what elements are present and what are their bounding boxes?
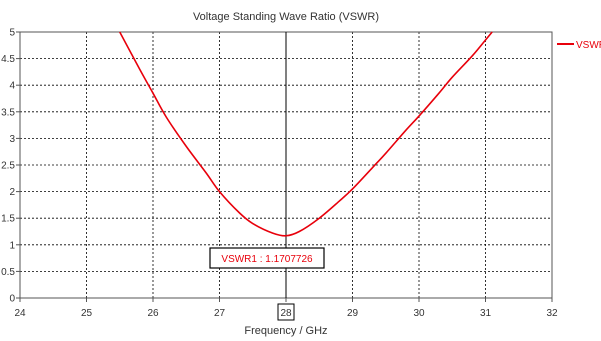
x-tick-label: 24	[14, 308, 26, 319]
x-marker-box[interactable]: 28	[277, 303, 295, 321]
x-axis-title: Frequency / GHz	[244, 325, 327, 337]
y-tick-label: 1	[9, 240, 15, 251]
x-tick-label: 29	[347, 308, 359, 319]
y-tick-label: 3.5	[1, 107, 15, 118]
chart-title: Voltage Standing Wave Ratio (VSWR)	[193, 11, 379, 23]
y-tick-label: 0.5	[1, 267, 15, 278]
y-tick-label: 5	[9, 28, 15, 39]
y-tick-label: 2	[9, 187, 15, 198]
x-tick-label: 26	[147, 308, 159, 319]
vswr1-series-line	[119, 31, 493, 237]
x-tick-label: 25	[81, 308, 93, 319]
legend-label-vswr1: VSWR1	[576, 40, 601, 51]
x-tick-label: 27	[214, 308, 226, 319]
y-tick-label: 4	[9, 81, 15, 92]
marker-label-box: VSWR1 : 1.1707726	[209, 247, 325, 269]
legend[interactable]: VSWR1	[557, 40, 601, 51]
marker-value-label: VSWR1 : 1.1707726	[221, 254, 313, 265]
y-tick-label: 4.5	[1, 54, 15, 65]
y-tick-label: 3	[9, 134, 15, 145]
y-axis-ticks: 0 0.5 1 1.5 2 2.5 3 3.5 4 4.5 5	[1, 28, 20, 305]
x-marker-label: 28	[280, 308, 292, 319]
y-tick-label: 2.5	[1, 161, 15, 172]
y-tick-label: 0	[9, 294, 15, 305]
x-axis-ticks: 24 25 26 27 29 30 31 32	[14, 298, 558, 319]
x-tick-label: 31	[480, 308, 492, 319]
x-tick-label: 30	[413, 308, 425, 319]
y-tick-label: 1.5	[1, 214, 15, 225]
x-tick-label: 32	[546, 308, 558, 319]
